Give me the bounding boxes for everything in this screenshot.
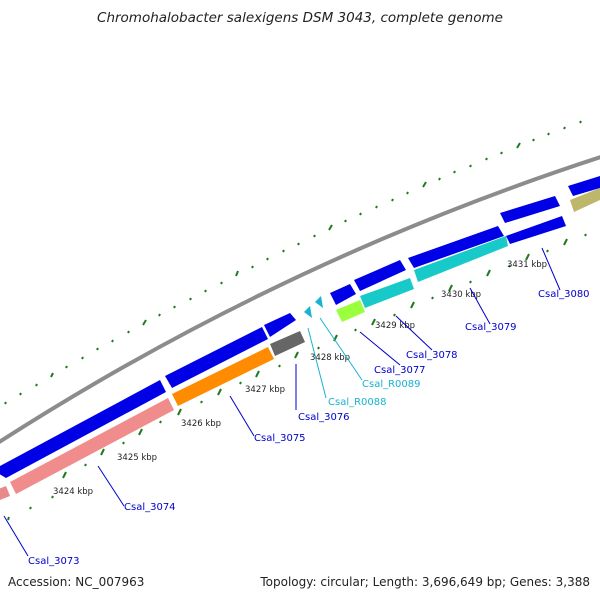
gene-labels: Csal_3073 Csal_3074 Csal_3075 Csal_3076 … — [28, 289, 590, 567]
gene-arrow-blue[interactable] — [165, 327, 268, 388]
genome-backbone — [0, 155, 600, 444]
kbp-labels: 3424 kbp 3425 kbp 3426 kbp 3427 kbp 3428… — [53, 260, 547, 497]
gene-csal-3080[interactable] — [570, 188, 600, 212]
gene-csal-3078[interactable] — [360, 278, 414, 308]
gene-label-csal-3073[interactable]: Csal_3073 — [28, 556, 80, 567]
gene-label-csal-r0089[interactable]: Csal_R0089 — [362, 379, 421, 390]
gene-arrow-blue[interactable] — [330, 284, 356, 305]
gene-arrow-blue[interactable] — [0, 380, 166, 478]
gene-arrow-blue[interactable] — [408, 226, 504, 268]
kbp-label: 3425 kbp — [117, 453, 157, 463]
outer-tick-ring — [4, 120, 582, 405]
gene-label-csal-r0088[interactable]: Csal_R0088 — [328, 397, 387, 408]
gene-arrow-blue[interactable] — [568, 176, 600, 196]
gene-label-csal-3077[interactable]: Csal_3077 — [374, 365, 426, 376]
kbp-label: 3429 kbp — [375, 321, 415, 331]
gene-csal-3079[interactable] — [414, 236, 508, 282]
kbp-label: 3426 kbp — [181, 419, 221, 429]
gene-csal-3076[interactable] — [270, 331, 305, 356]
forward-strand-genes — [0, 176, 600, 478]
gene-arrow-blue[interactable] — [354, 260, 406, 291]
kbp-label: 3431 kbp — [507, 260, 547, 270]
reverse-strand-genes — [0, 188, 600, 500]
accession-text: Accession: NC_007963 — [8, 575, 145, 589]
gene-arrow-blue[interactable] — [264, 313, 296, 337]
gene-label-csal-3074[interactable]: Csal_3074 — [124, 502, 176, 513]
gene-label-csal-3078[interactable]: Csal_3078 — [406, 350, 458, 361]
gene-label-csal-3079[interactable]: Csal_3079 — [465, 322, 517, 333]
kbp-label: 3427 kbp — [245, 385, 285, 395]
gene-arrow-blue[interactable] — [506, 216, 566, 244]
kbp-label: 3430 kbp — [441, 290, 481, 300]
map-title: Chromohalobacter salexigens DSM 3043, co… — [97, 10, 503, 26]
gene-csal-3075[interactable] — [172, 347, 274, 406]
gene-label-csal-3075[interactable]: Csal_3075 — [254, 433, 306, 444]
gene-leader-lines — [3, 247, 561, 557]
inner-tick-ring — [7, 233, 587, 521]
gene-csal-3077[interactable] — [336, 300, 365, 322]
gene-csal-3074[interactable] — [10, 398, 174, 494]
gene-label-csal-3080[interactable]: Csal_3080 — [538, 289, 590, 300]
genome-summary-text: Topology: circular; Length: 3,696,649 bp… — [260, 575, 590, 589]
kbp-label: 3424 kbp — [53, 487, 93, 497]
gene-csal-3073[interactable] — [0, 486, 10, 500]
gene-arrow-blue[interactable] — [500, 196, 560, 223]
gene-label-csal-3076[interactable]: Csal_3076 — [298, 412, 350, 423]
kbp-label: 3428 kbp — [310, 353, 350, 363]
gene-csal-r0089[interactable] — [315, 296, 323, 308]
gene-csal-r0088[interactable] — [304, 306, 312, 318]
